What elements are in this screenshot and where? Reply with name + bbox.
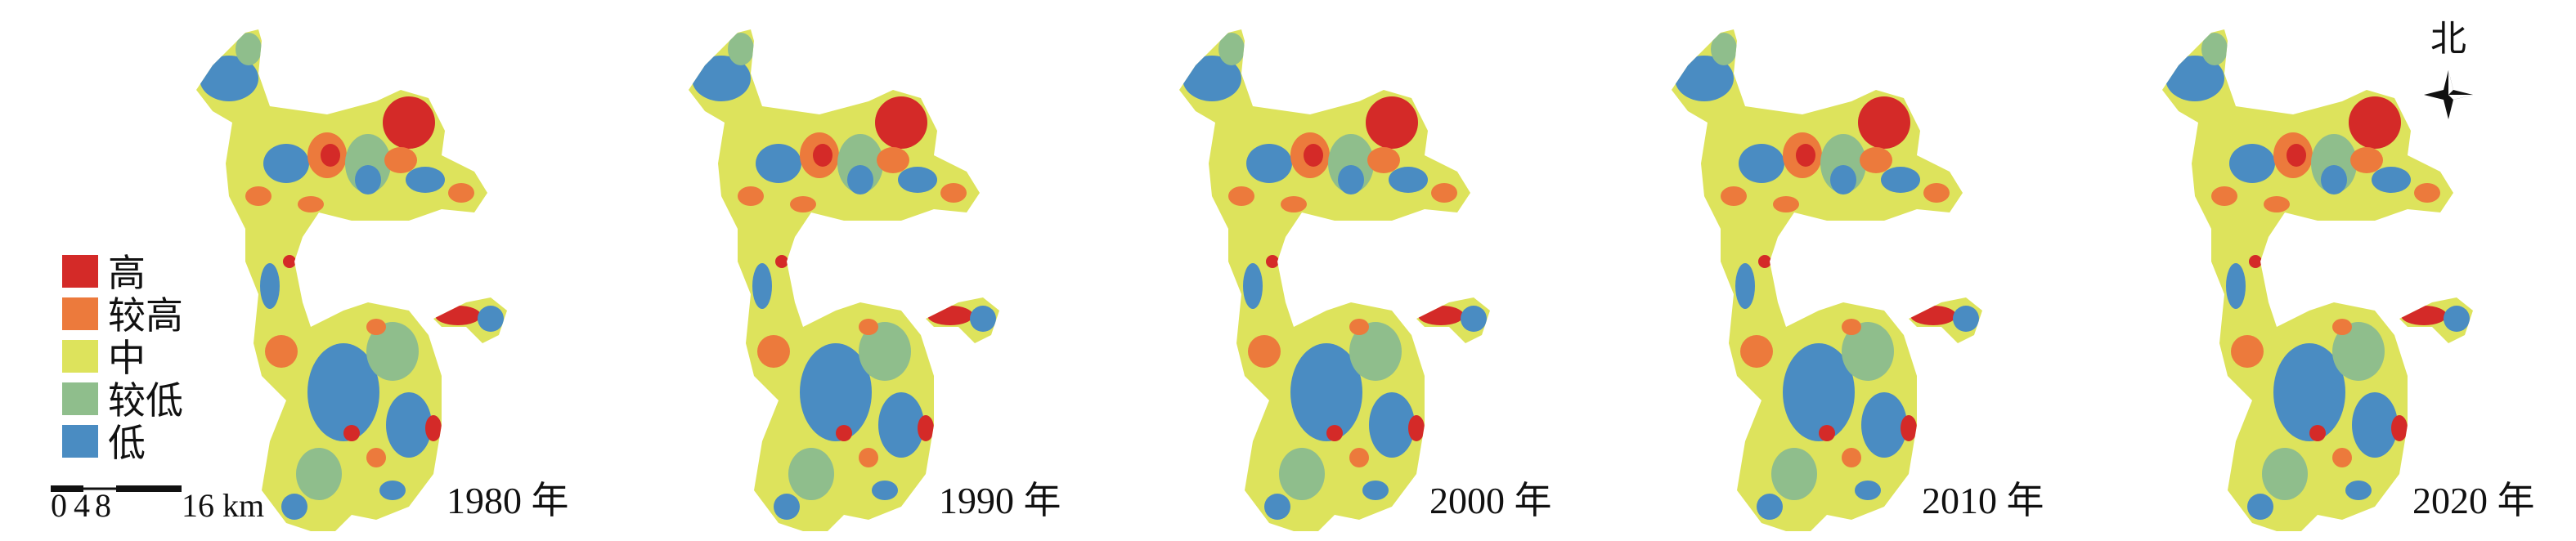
district-map bbox=[1147, 0, 1506, 541]
legend-label: 较高 bbox=[108, 295, 183, 337]
legend-label: 较低 bbox=[108, 380, 183, 422]
compass-highlight bbox=[2448, 70, 2473, 100]
district-map bbox=[164, 0, 523, 541]
year-label: 2010 年 bbox=[1922, 480, 2044, 521]
scale-segment bbox=[116, 485, 182, 492]
scale-label: 8 bbox=[95, 487, 111, 524]
legend-swatch bbox=[62, 297, 98, 330]
scale-label: 16 km bbox=[182, 487, 264, 524]
map-panels: 1980 年 1990 年 2000 年 2010 年 2020 年 bbox=[164, 0, 2535, 541]
legend-label: 高 bbox=[108, 253, 146, 294]
north-arrow: 北 bbox=[2424, 19, 2473, 119]
scale-segment bbox=[51, 485, 83, 492]
legend-swatch bbox=[62, 340, 98, 373]
district-map bbox=[656, 0, 1016, 541]
north-label: 北 bbox=[2430, 19, 2466, 59]
scale-label: 4 bbox=[74, 487, 90, 524]
district-map bbox=[1639, 0, 1999, 541]
scale-bar: 0 4 8 16 km bbox=[51, 485, 264, 524]
year-label: 2000 年 bbox=[1429, 480, 1552, 521]
scale-label: 0 bbox=[51, 487, 67, 524]
legend-label: 中 bbox=[108, 338, 146, 379]
year-label: 1990 年 bbox=[939, 480, 1061, 521]
year-label: 2020 年 bbox=[2412, 480, 2535, 521]
legend-label: 低 bbox=[108, 423, 146, 464]
legend-swatch bbox=[62, 255, 98, 288]
legend-swatch bbox=[62, 425, 98, 458]
district-map bbox=[2129, 0, 2489, 541]
legend-swatch bbox=[62, 382, 98, 415]
year-label: 1980 年 bbox=[447, 480, 569, 521]
